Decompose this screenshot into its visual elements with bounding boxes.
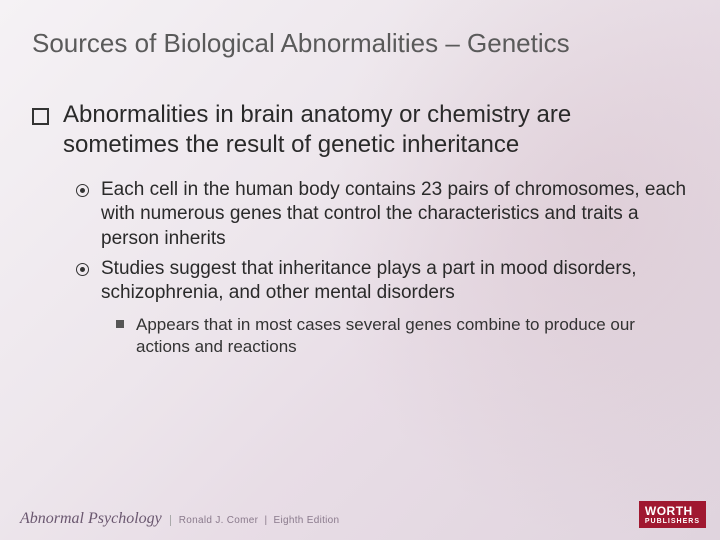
level3-text: Appears that in most cases several genes…	[136, 314, 692, 358]
bullet-level3: Appears that in most cases several genes…	[116, 314, 692, 358]
slide-title: Sources of Biological Abnormalities – Ge…	[32, 28, 688, 59]
publisher-badge: WORTH PUBLISHERS	[639, 501, 706, 528]
target-bullet-icon	[76, 263, 89, 276]
bullet-level1: Abnormalities in brain anatomy or chemis…	[32, 100, 692, 160]
publisher-name: WORTH	[645, 505, 700, 518]
level2-group: Each cell in the human body contains 23 …	[76, 178, 692, 358]
book-title: Abnormal Psychology	[20, 510, 162, 528]
bullet-level2: Each cell in the human body contains 23 …	[76, 178, 692, 251]
solid-square-icon	[116, 320, 124, 328]
level2-text: Studies suggest that inheritance plays a…	[101, 257, 692, 306]
book-author: Ronald J. Comer	[179, 515, 259, 526]
slide-footer: Abnormal Psychology Ronald J. Comer | Ei…	[20, 501, 706, 528]
level1-text: Abnormalities in brain anatomy or chemis…	[63, 100, 692, 160]
slide-content: Abnormalities in brain anatomy or chemis…	[32, 100, 692, 358]
level3-group: Appears that in most cases several genes…	[116, 314, 692, 358]
level2-text: Each cell in the human body contains 23 …	[101, 178, 692, 251]
book-brand: Abnormal Psychology Ronald J. Comer | Ei…	[20, 510, 339, 528]
publisher-sub: PUBLISHERS	[645, 518, 700, 525]
book-edition: Eighth Edition	[274, 515, 340, 526]
hollow-square-icon	[32, 108, 49, 125]
target-bullet-icon	[76, 184, 89, 197]
book-meta: Ronald J. Comer | Eighth Edition	[170, 515, 340, 526]
bullet-level2: Studies suggest that inheritance plays a…	[76, 257, 692, 306]
slide: Sources of Biological Abnormalities – Ge…	[0, 0, 720, 540]
